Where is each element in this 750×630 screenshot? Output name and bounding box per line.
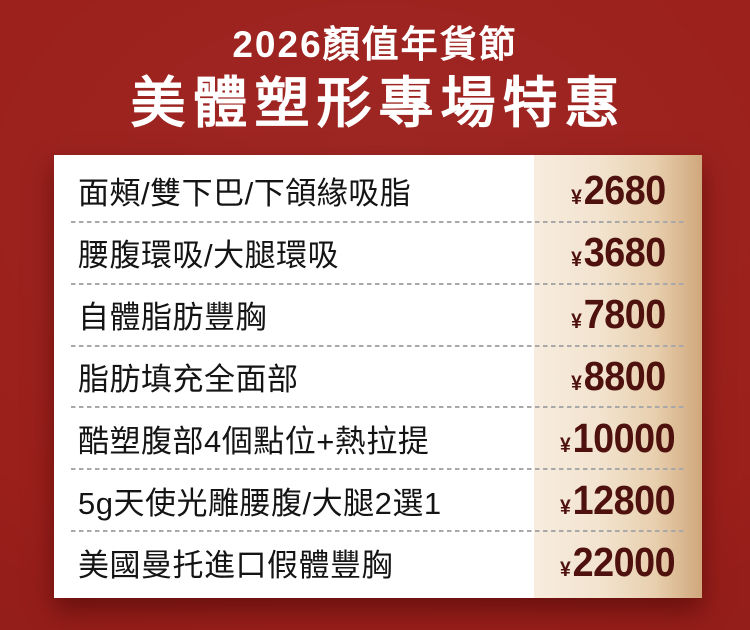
service-label: 腰腹環吸/大腿環吸	[78, 238, 340, 274]
currency-symbol: ¥	[560, 433, 572, 457]
price-value: ¥10000	[534, 407, 702, 469]
service-label: 脂肪填充全面部	[78, 362, 299, 397]
event-title: 2026顏值年貨節	[232, 24, 518, 65]
currency-symbol: ¥	[560, 557, 572, 581]
price-amount: 8800	[583, 353, 666, 399]
price-value: ¥12800	[534, 469, 702, 531]
price-amount: 2680	[583, 167, 666, 214]
currency-symbol: ¥	[560, 495, 572, 519]
price-value: ¥3680	[534, 222, 702, 284]
price-table: 面頰/雙下巴/下頜緣吸脂 ¥2680 腰腹環吸/大腿環吸 ¥3680 自體脂肪豐…	[54, 155, 702, 598]
table-row: 面頰/雙下巴/下頜緣吸脂 ¥2680	[54, 160, 702, 223]
price-amount: 3680	[583, 229, 666, 276]
table-row: 5g天使光雕腰腹/大腿2選1 ¥12800	[54, 469, 702, 533]
table-row: 自體脂肪豐胸 ¥7800	[54, 284, 702, 347]
price-amount: 10000	[572, 414, 676, 461]
price-value: ¥2680	[534, 160, 702, 222]
currency-symbol: ¥	[570, 372, 582, 395]
page-title: 美體塑形專場特惠	[130, 72, 627, 134]
service-label: 酷塑腹部4個點位+熱拉提	[78, 423, 430, 459]
service-label: 面頰/雙下巴/下頜緣吸脂	[78, 176, 412, 212]
table-row: 腰腹環吸/大腿環吸 ¥3680	[54, 222, 702, 285]
price-card: 面頰/雙下巴/下頜緣吸脂 ¥2680 腰腹環吸/大腿環吸 ¥3680 自體脂肪豐…	[54, 155, 702, 598]
currency-symbol: ¥	[570, 248, 582, 272]
service-label: 美國曼托進口假體豐胸	[78, 547, 393, 583]
service-label: 自體脂肪豐胸	[78, 300, 267, 336]
price-value: ¥8800	[534, 346, 702, 408]
price-value: ¥22000	[534, 531, 702, 593]
price-amount: 7800	[583, 291, 666, 338]
currency-symbol: ¥	[570, 186, 582, 210]
currency-symbol: ¥	[570, 310, 582, 334]
price-column-background	[534, 155, 702, 598]
price-amount: 22000	[572, 538, 676, 585]
table-row: 美國曼托進口假體豐胸 ¥22000	[54, 531, 702, 593]
table-row: 酷塑腹部4個點位+熱拉提 ¥10000	[54, 407, 702, 471]
poster-header: 2026顏值年貨節 美體塑形專場特惠	[0, 0, 750, 133]
price-amount: 12800	[572, 476, 676, 523]
price-value: ¥7800	[534, 284, 702, 346]
table-row: 脂肪填充全面部 ¥8800	[54, 346, 702, 409]
service-label: 5g天使光雕腰腹/大腿2選1	[78, 485, 442, 521]
